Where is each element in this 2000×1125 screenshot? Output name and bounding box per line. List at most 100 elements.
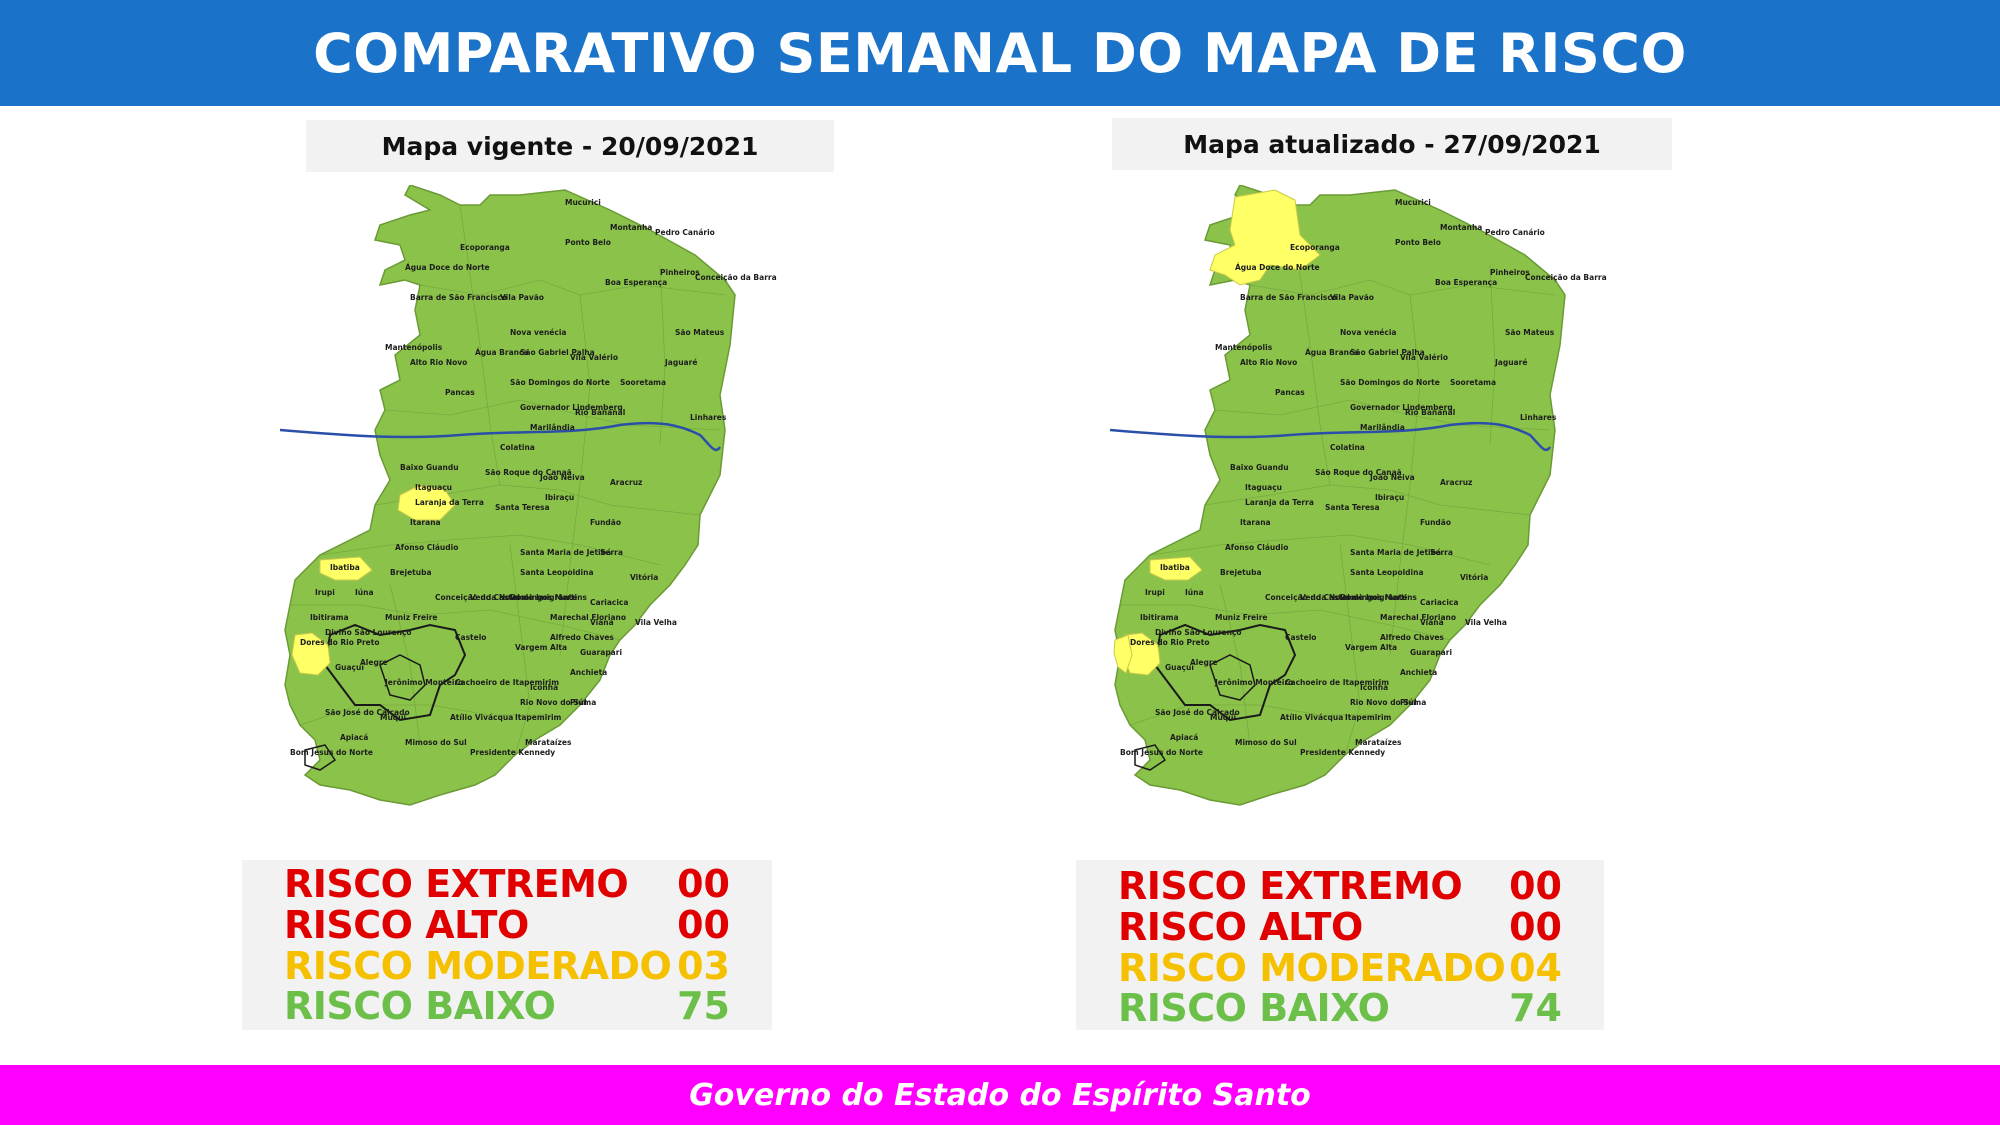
municipality-label: Bom Jesus do Norte (1120, 748, 1203, 757)
municipality-label: Muqui (380, 713, 406, 722)
state-outline (284, 185, 736, 806)
municipality-label: Iúna (1185, 588, 1204, 597)
municipality-label: Viana (1420, 618, 1444, 627)
municipality-label: Barra de São Francisco (410, 293, 507, 302)
risk-legend-current: RISCO EXTREMO 00 RISCO ALTO 00 RISCO MOD… (242, 860, 772, 1030)
municipality-label: Vila Velha (1465, 618, 1507, 627)
municipality-label: Água Branca (475, 348, 529, 357)
municipality-border (419, 279, 726, 296)
municipality-label: Jaguaré (1494, 358, 1527, 367)
municipality-label: Vila Pavão (1330, 293, 1374, 302)
municipality-label: Fundão (1420, 518, 1451, 527)
municipality-label: Rio Bananal (575, 408, 625, 417)
municipality-border (459, 204, 501, 486)
map-title-current: Mapa vigente - 20/09/2021 (306, 120, 834, 172)
municipality-label: Marataízes (525, 738, 572, 747)
municipality-border (509, 544, 531, 756)
municipality-label: Pedro Canário (1485, 228, 1545, 237)
municipality-label: Iconha (1360, 683, 1388, 692)
municipality-label: Guarapari (580, 648, 622, 657)
municipality-label: Jerônimo Monteiro (1214, 678, 1293, 687)
municipality-label: São Roque do Canaã (485, 468, 572, 477)
municipality-label: Marechal Floriano (1380, 613, 1456, 622)
municipality-label: Santa Maria de Jetibá (520, 548, 611, 557)
municipality-border (389, 584, 421, 746)
region-outline (1153, 623, 1297, 722)
municipality-label: Baixo Guandu (400, 463, 459, 472)
municipality-label: Afonso Cláudio (395, 543, 458, 552)
municipality-label: Aracruz (1440, 478, 1472, 487)
municipality-label: Afonso Cláudio (1225, 543, 1288, 552)
municipality-label: Presidente Kennedy (1300, 748, 1385, 757)
municipality-label: Muqui (1210, 713, 1236, 722)
municipality-label: Conceição do Castelo (435, 593, 525, 602)
legend-row-high: RISCO ALTO 00 (1118, 905, 1562, 949)
municipality-label: Anchieta (1400, 668, 1437, 677)
municipality-label: Santa Leopoldina (520, 568, 594, 577)
municipality-label: Piúma (1400, 698, 1426, 707)
municipality-label: Pinheiros (660, 268, 700, 277)
municipality-label: Vitória (1460, 573, 1488, 582)
legend-value: 00 (677, 862, 730, 906)
municipality-label: Barra de São Francisco (1240, 293, 1337, 302)
legend-label: RISCO MODERADO (1118, 946, 1506, 990)
municipality-label: Ecoporanga (1290, 243, 1340, 252)
municipality-label: Pedro Canário (655, 228, 715, 237)
municipality-border (1489, 264, 1496, 446)
municipality-label: Vargem Alta (1345, 643, 1397, 652)
municipality-label: Vila Valério (1400, 353, 1448, 362)
municipality-label: Atílio Vivácqua (1280, 713, 1343, 722)
municipality-border (1219, 584, 1251, 746)
municipality-border (1339, 544, 1361, 756)
municipality-label: Alegre (360, 658, 388, 667)
municipality-label: Apiacá (1170, 733, 1198, 742)
legend-row-low: RISCO BAIXO 74 (1118, 986, 1562, 1030)
legend-label: RISCO BAIXO (284, 984, 556, 1028)
region-outline (379, 654, 426, 701)
municipality-label: Itarana (1240, 518, 1271, 527)
municipality-label: Itapemirim (1345, 713, 1392, 722)
municipality-label: Itaguaçu (415, 483, 452, 492)
municipality-label: Itapemirim (515, 713, 562, 722)
municipality-label: Rio Bananal (1405, 408, 1455, 417)
municipality-label: Fundão (590, 518, 621, 527)
municipality-label: Anchieta (570, 668, 607, 677)
moderate-risk-municipality (1149, 556, 1203, 581)
municipality-label: Serra (1430, 548, 1453, 557)
municipality-label: Nova venécia (510, 328, 566, 337)
legend-label: RISCO MODERADO (284, 944, 672, 988)
municipality-border (299, 704, 550, 726)
municipality-label: Aracruz (610, 478, 642, 487)
legend-row-moderate: RISCO MODERADO 03 (284, 944, 730, 988)
municipality-border (384, 399, 721, 431)
municipality-label: Venda Nova do Imigrante (470, 593, 577, 602)
municipality-label: Dores do Rio Preto (1130, 638, 1210, 647)
municipality-label: Apiacá (340, 733, 368, 742)
municipality-border (559, 294, 591, 656)
municipality-label: Vila Velha (635, 618, 677, 627)
municipality-label: Ponto Belo (565, 238, 611, 247)
municipality-label: São Gabriel Palha (1350, 348, 1425, 357)
municipality-label: Guarapari (1410, 648, 1452, 657)
municipality-label: Governador Lindemberg (1350, 403, 1453, 412)
municipality-label: Iúna (355, 588, 374, 597)
municipality-label: Guaçuí (335, 663, 364, 672)
legend-label: RISCO EXTREMO (284, 862, 629, 906)
legend-value: 00 (1509, 864, 1562, 908)
municipality-label: Rio Novo do Sul (520, 698, 587, 707)
municipality-label: Alto Rio Novo (1240, 358, 1297, 367)
legend-label: RISCO ALTO (1118, 905, 1363, 949)
municipality-label: Alegre (1190, 658, 1218, 667)
municipality-label: Pancas (445, 388, 475, 397)
municipality-label: Nova venécia (1340, 328, 1396, 337)
municipality-label: Mimoso do Sul (405, 738, 467, 747)
municipality-label: Boa Esperança (605, 278, 667, 287)
municipality-border (1120, 604, 1451, 641)
municipality-label: São Mateus (1505, 328, 1555, 337)
municipality-label: Cariacica (1420, 598, 1458, 607)
municipality-label: Vila Pavão (500, 293, 544, 302)
municipality-label: Ibitirama (1140, 613, 1179, 622)
municipality-label: São Roque do Canaã (1315, 468, 1402, 477)
municipality-label: Brejetuba (390, 568, 432, 577)
municipality-label: São Mateus (675, 328, 725, 337)
